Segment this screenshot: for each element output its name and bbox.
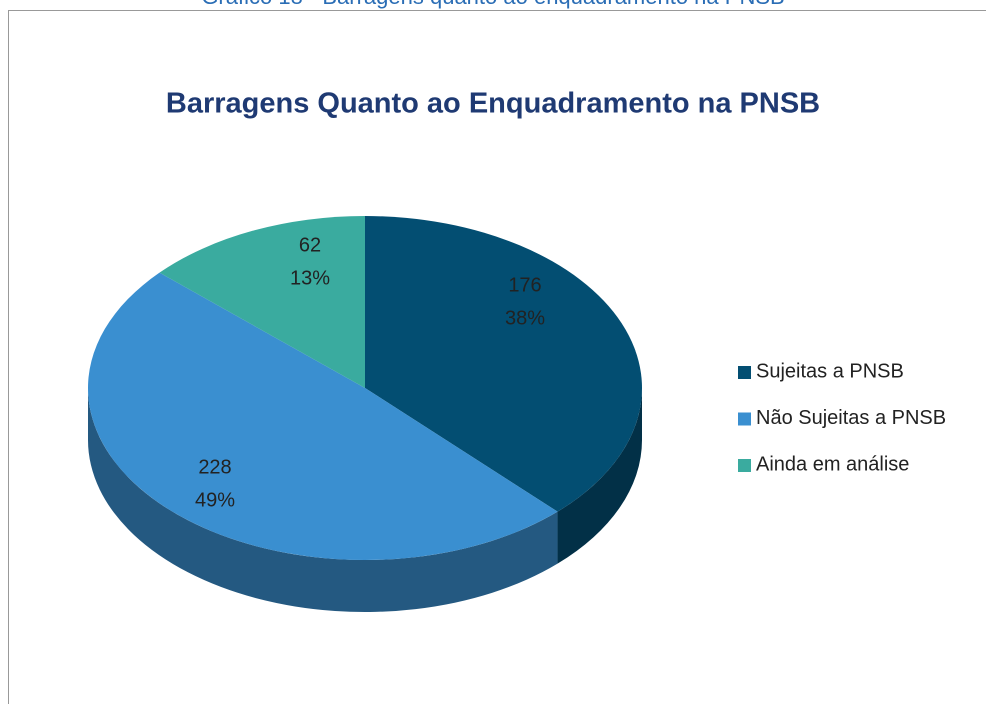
data-label: 228 xyxy=(198,456,231,478)
caption: Gráfico 18 - Barragens quanto ao enquadr… xyxy=(201,0,784,9)
data-label-percent: 38% xyxy=(505,307,545,329)
slice-side xyxy=(557,388,642,564)
slice xyxy=(88,272,558,560)
legend-label: Sujeitas a PNSB xyxy=(756,360,904,382)
legend-swatch xyxy=(738,412,751,426)
chart-title: Barragens Quanto ao Enquadramento na PNS… xyxy=(166,88,820,120)
slice xyxy=(365,216,643,512)
data-label: 62 xyxy=(299,234,321,256)
slice-side xyxy=(87,388,558,612)
frame xyxy=(8,10,986,704)
data-label-percent: 49% xyxy=(195,489,235,511)
legend-label: Não Sujeitas a PNSB xyxy=(756,407,946,429)
slice xyxy=(159,216,365,388)
data-label-percent: 13% xyxy=(290,267,330,289)
data-label: 176 xyxy=(508,274,541,296)
legend-swatch xyxy=(738,459,751,472)
legend-label: Ainda em análise xyxy=(756,453,909,475)
legend-swatch xyxy=(738,366,751,379)
